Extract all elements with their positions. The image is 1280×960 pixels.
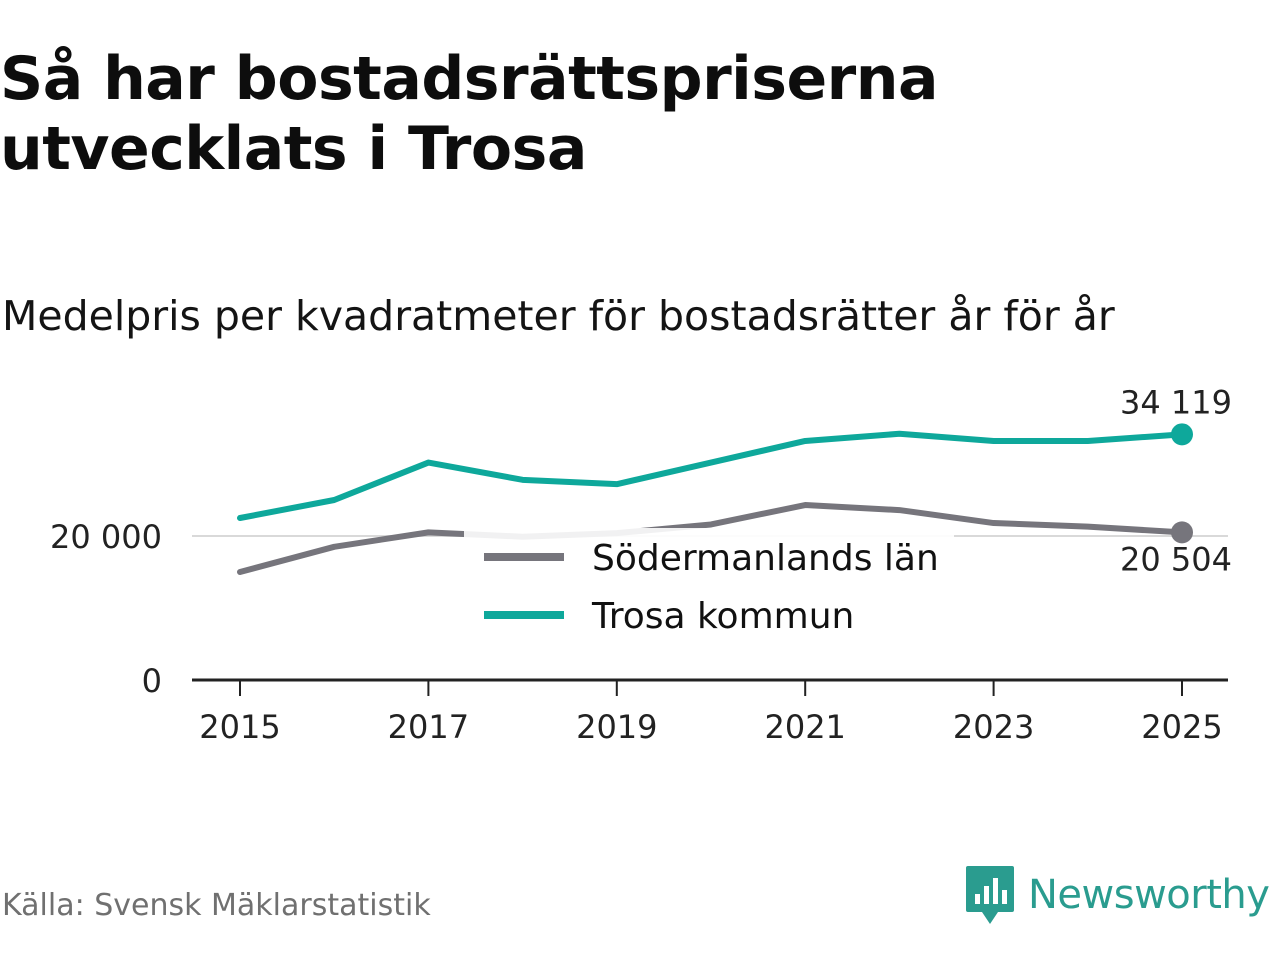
newsworthy-logo: Newsworthy [964,862,1270,928]
series-end-label: 34 119 [1120,383,1232,421]
logo-text: Newsworthy [1028,872,1270,918]
y-tick-label: 20 000 [50,518,162,556]
legend-backdrop [464,528,954,640]
chart-title: Så har bostadsrättspriserna utvecklats i… [0,44,938,184]
x-tick-label: 2019 [576,708,657,746]
chart-subtitle: Medelpris per kvadratmeter för bostadsrä… [2,292,1115,340]
x-tick-label: 2023 [953,708,1034,746]
series-line-1 [237,430,1185,521]
series-end-marker [1171,521,1193,544]
x-tick-label: 2025 [1141,708,1222,746]
y-tick-label: 0 [142,662,162,700]
x-tick-label: 2017 [388,708,469,746]
legend-label: Södermanlands län [592,538,939,579]
newsworthy-bar-chart-icon [966,866,1014,924]
series-end-label: 20 504 [1120,540,1232,578]
source-note: Källa: Svensk Mäklarstatistik [2,888,431,923]
series-line-0 [237,502,1185,575]
legend-label: Trosa kommun [591,596,854,637]
x-tick-label: 2015 [199,708,280,746]
x-tick-label: 2021 [764,708,845,746]
series-end-marker [1171,423,1193,446]
